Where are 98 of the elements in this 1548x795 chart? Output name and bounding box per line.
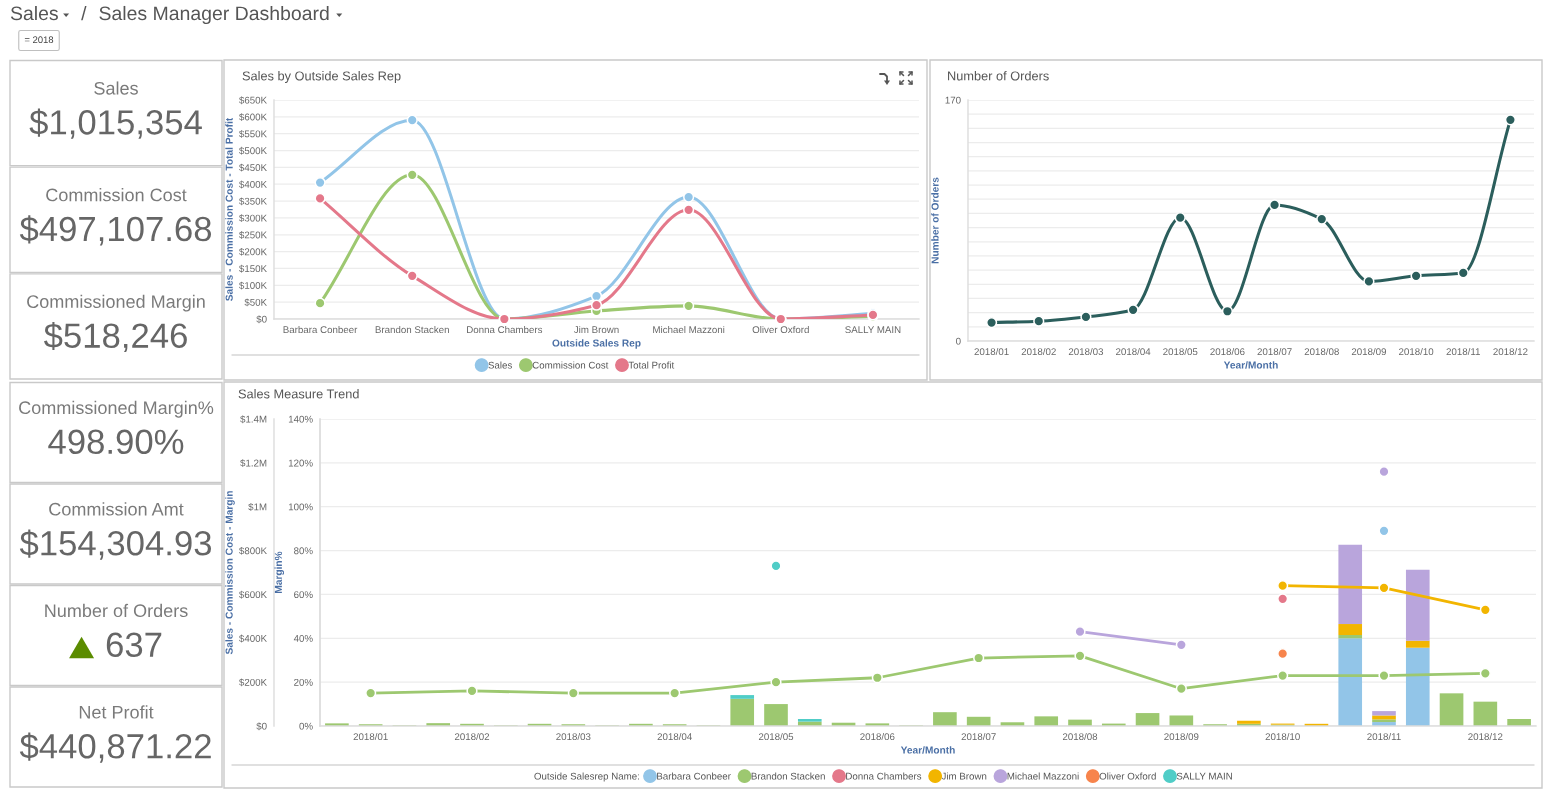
text: Net Profit [79,705,154,719]
text: Number of Orders [45,603,188,618]
x-tick-label: 2018/11 [1367,732,1401,741]
y-tick-label: $550K [239,130,267,138]
x-tick-label: 2018/02 [454,732,490,741]
y-tick-label: $400K [239,634,267,643]
y2-tick-label: 120% [288,459,313,467]
y-tick-label: $650K [239,96,267,105]
y-tick-label: 0 [956,337,961,345]
x-tick-label: Brandon Stacken [375,325,449,334]
x-tick-label: SALLY MAIN [845,326,901,334]
x-tick-label: 2018/12 [1468,732,1503,741]
y-tick-label: $300K [239,214,267,223]
text: 498.90% [48,429,184,455]
x-tick-label: Barbara Conbeer [283,325,358,334]
chart-title: Number of Orders [948,71,1049,81]
legend-label: Total Profit [628,361,675,369]
legend-label: Sales [488,361,512,369]
y-axis-title: Sales - Commission Cost - Total Profit [225,117,233,301]
x-tick-label: Jim Brown [573,325,619,334]
x-tick-label: 2018/01 [974,347,1009,356]
y2-tick-label: 20% [294,678,313,686]
y-tick-label: $450K [239,163,267,172]
y2-tick-label: 40% [293,635,313,642]
x-axis-title: Outside Sales Rep [552,339,641,349]
x-tick-label: 2018/11 [1446,347,1480,356]
y-tick-label: $1M [248,503,267,511]
text: Commission Cost [46,188,187,202]
text: Commissioned Margin [27,294,205,312]
y-tick-label: $1.2M [240,459,267,468]
x-tick-label: 2018/08 [1062,732,1098,741]
x-tick-label: 2018/12 [1493,347,1528,356]
x-tick-label: 2018/10 [1399,347,1434,356]
legend-label: Jim Brown [941,772,987,780]
y-axis-title: Sales - Commission Cost - Margin [225,491,235,655]
y-tick-label: $250K [239,231,267,239]
text: Commission Amt [49,502,184,516]
x-tick-label: 2018/07 [961,732,996,741]
legend-label: Barbara Conbeer [657,772,731,780]
x-tick-label: 2018/05 [758,732,794,741]
y2-tick-label: 0% [299,722,313,730]
y-tick-label: $600K [239,113,267,122]
y-tick-label: $500K [239,146,267,155]
x-tick-label: 2018/05 [1163,347,1198,356]
y2-tick-label: 80% [294,547,313,555]
x-tick-label: 2018/09 [1351,347,1387,356]
y2-axis-title: Margin% [274,551,285,593]
x-tick-label: 2018/02 [1021,347,1056,356]
x-tick-label: 2018/03 [1068,347,1104,356]
legend-label: Oliver Oxford [1099,772,1156,780]
text: Sales [94,81,138,95]
text: $440,871.22 [19,732,211,763]
x-axis-title: Year/Month [900,746,955,754]
x-tick-label: 2018/06 [1210,347,1245,356]
y-axis-title: Number of Orders [931,177,939,264]
y-tick-label: 170 [945,96,961,104]
legend-label: Donna Chambers [846,772,922,780]
text: $497,107.68 [19,215,212,246]
legend-title: Outside Salesrep Name: [534,772,639,782]
x-tick-label: 2018/04 [657,732,692,741]
y-tick-label: $50K [244,298,267,307]
legend-label: Brandon Stacken [751,772,825,780]
chart-title: Sales by Outside Sales Rep [242,71,401,83]
legend-label: SALLY MAIN [1176,772,1232,780]
y-tick-label: $0 [256,722,267,731]
text: $154,304.93 [19,529,212,560]
text: $1,015,354 [29,108,202,139]
y-tick-label: $100K [239,281,267,290]
y-tick-label: $0 [256,315,267,324]
y2-tick-label: 100% [288,503,313,511]
x-tick-label: 2018/01 [353,732,388,741]
x-tick-label: 2018/04 [1116,347,1151,356]
legend-label: Michael Mazzoni [1007,772,1079,780]
chart-title: Sales Measure Trend [238,389,359,399]
x-axis-title: Year/Month [1223,361,1278,369]
y-tick-label: $200K [239,247,267,256]
y-tick-label: $800K [239,546,267,555]
y2-tick-label: 60% [294,591,313,599]
x-tick-label: Oliver Oxford [752,325,809,334]
text: $518,246 [43,321,187,353]
x-tick-label: 2018/09 [1164,732,1199,741]
y-tick-label: $400K [239,180,267,189]
legend-label: Commission Cost [532,361,609,369]
y-tick-label: $1.4M [240,415,267,424]
y-tick-label: $150K [239,264,267,273]
x-tick-label: 2018/10 [1265,732,1300,741]
x-tick-label: 2018/06 [860,732,895,741]
x-tick-label: 2018/03 [556,732,591,741]
x-tick-label: 2018/07 [1257,347,1292,356]
x-tick-label: 2018/08 [1304,347,1339,356]
y2-tick-label: 140% [288,415,313,423]
text: Commissioned Margin% [19,400,214,418]
text: 637 [106,632,162,658]
y-tick-label: $350K [239,197,267,206]
x-tick-label: Donna Chambers [467,325,543,334]
y-tick-label: $600K [239,590,267,599]
y-tick-label: $200K [239,678,267,687]
x-tick-label: Michael Mazzoni [653,325,725,334]
